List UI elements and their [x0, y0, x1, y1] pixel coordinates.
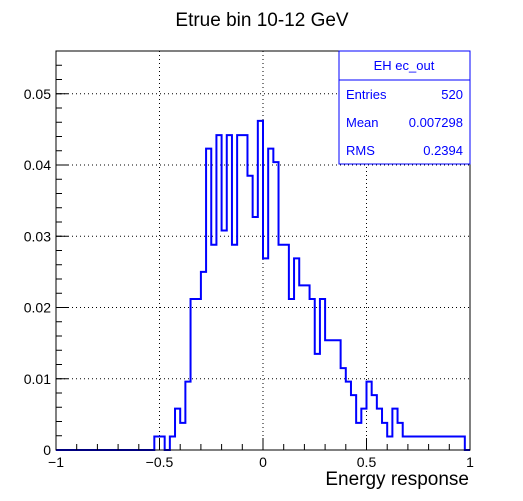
stats-rms-label: RMS — [346, 143, 375, 158]
x-tick-labels: −1 −0.5 0 0.5 1 — [48, 454, 474, 470]
histogram-line — [56, 121, 470, 450]
x-tick-label: 0 — [259, 454, 267, 470]
x-tick-label: −0.5 — [146, 454, 174, 470]
y-tick-label: 0.05 — [24, 86, 51, 102]
stats-box: EH ec_out Entries 520 Mean 0.007298 RMS … — [339, 51, 470, 164]
y-tick-label: 0.04 — [24, 157, 51, 173]
stats-rms-value: 0.2394 — [423, 143, 463, 158]
stats-mean-label: Mean — [346, 115, 379, 130]
x-tick-label: 1 — [466, 454, 474, 470]
y-tick-labels: 0 0.01 0.02 0.03 0.04 0.05 — [24, 86, 51, 458]
y-tick-label: 0.01 — [24, 371, 51, 387]
stats-box-name: EH ec_out — [374, 58, 435, 73]
x-axis-label: Energy response — [325, 469, 469, 490]
stats-entries-label: Entries — [346, 87, 387, 102]
stats-entries-value: 520 — [441, 87, 463, 102]
y-tick-label: 0.02 — [24, 300, 51, 316]
x-tick-label: 0.5 — [357, 454, 377, 470]
chart-title: Etrue bin 10-12 GeV — [175, 10, 349, 31]
stats-mean-value: 0.007298 — [409, 115, 463, 130]
y-tick-label: 0.03 — [24, 228, 51, 244]
y-tick-label: 0 — [43, 442, 51, 458]
